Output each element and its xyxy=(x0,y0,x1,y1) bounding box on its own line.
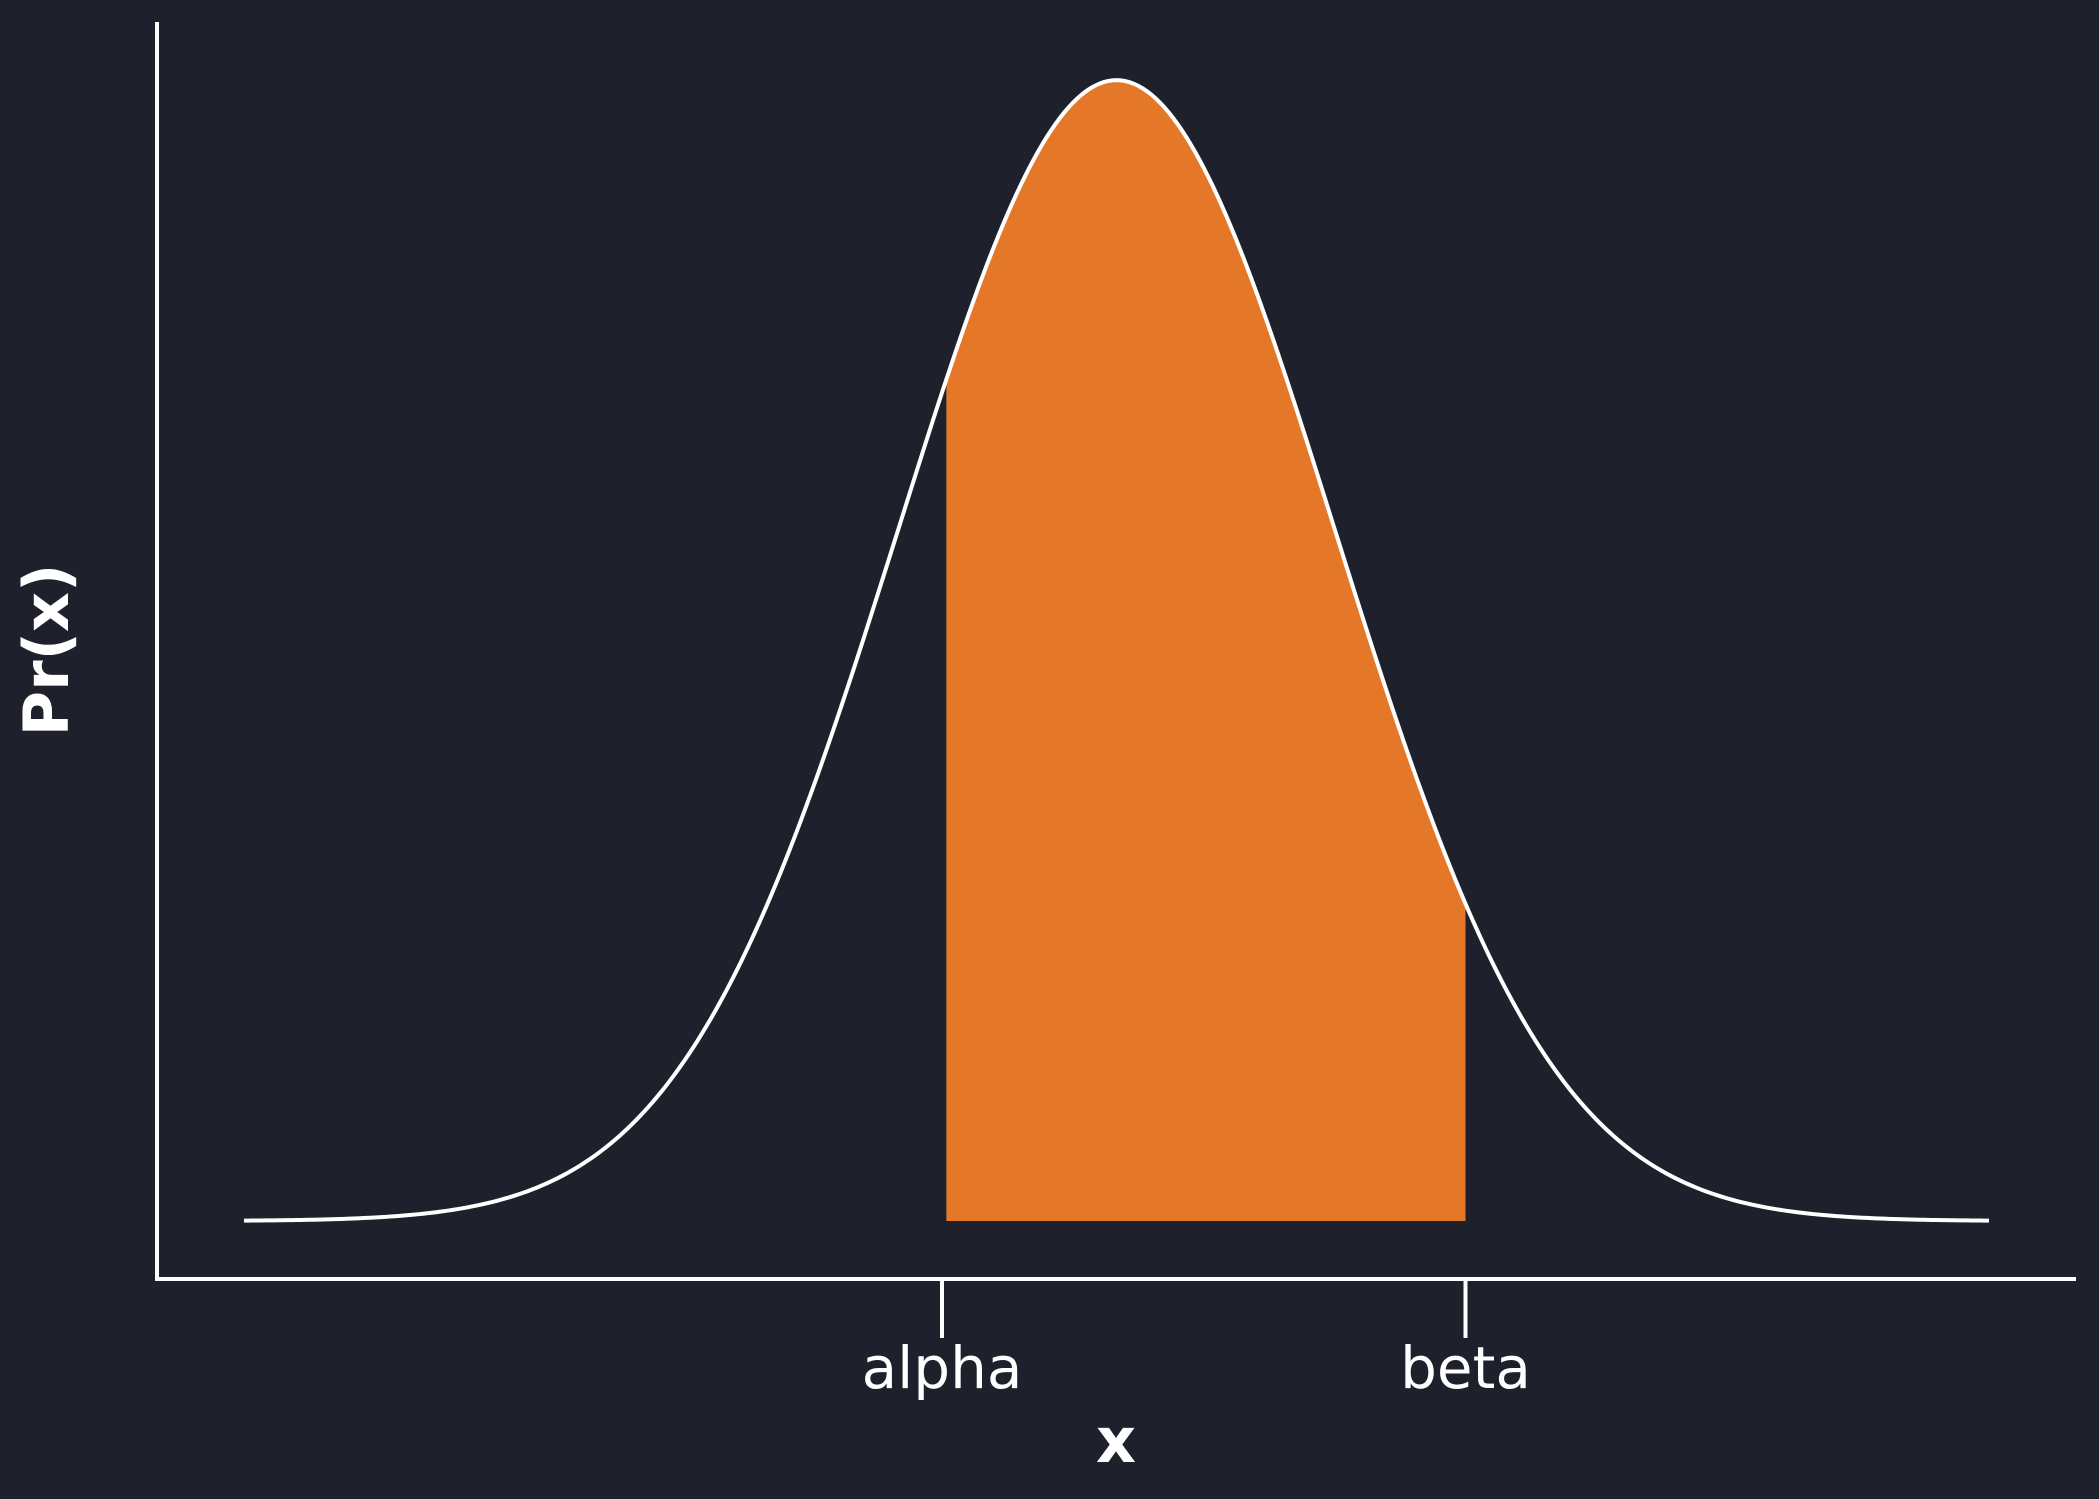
shaded-area xyxy=(946,80,1466,1221)
x-ticks: alpha beta xyxy=(862,1279,1531,1402)
x-axis-title: x xyxy=(1096,1404,1136,1477)
x-tick-label-alpha: alpha xyxy=(862,1334,1023,1402)
density-curve xyxy=(243,78,1990,1223)
x-tick-label-beta: beta xyxy=(1400,1334,1531,1402)
y-axis-title: Pr(x) xyxy=(10,564,83,737)
